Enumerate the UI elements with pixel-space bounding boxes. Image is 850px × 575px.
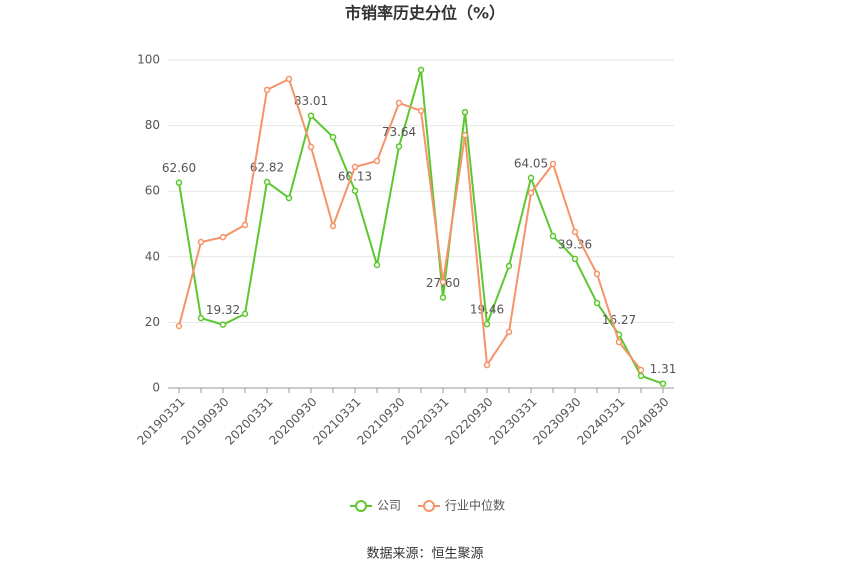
series-line [178, 77, 642, 371]
data-label: 39.36 [558, 237, 592, 251]
legend-label: 行业中位数 [445, 498, 505, 513]
data-label: 16.27 [602, 313, 636, 327]
data-label: 62.82 [250, 160, 284, 174]
y-tick-label: 0 [152, 381, 160, 395]
data-label: 19.46 [470, 303, 504, 317]
point [461, 108, 469, 116]
point [637, 372, 645, 380]
point [483, 320, 491, 328]
legend-marker [355, 500, 367, 512]
point [527, 174, 535, 182]
point [461, 131, 469, 139]
point [395, 99, 403, 107]
point [307, 112, 315, 119]
point [329, 222, 337, 230]
source: 数据来源：恒生聚源 [366, 547, 483, 562]
legend-marker [423, 500, 435, 512]
point [351, 187, 359, 195]
point [329, 133, 337, 141]
x-tick-label: 20240830 [619, 395, 672, 448]
point [197, 238, 205, 246]
point [241, 310, 249, 318]
point [373, 157, 381, 165]
point [351, 163, 359, 171]
point [637, 366, 645, 374]
point [505, 262, 513, 270]
point [175, 179, 183, 186]
y-tick-label: 100 [137, 53, 160, 67]
point [241, 221, 249, 229]
point [483, 361, 491, 369]
y-tick-label: 20 [145, 315, 160, 329]
point [263, 86, 271, 94]
point [307, 143, 315, 151]
data-label: 73.64 [382, 125, 416, 139]
chart-title: 市销率历史分位（%） [345, 4, 505, 23]
data-label: 60.13 [338, 169, 372, 183]
point [417, 66, 425, 74]
data-label: 83.01 [294, 94, 328, 108]
point [549, 160, 557, 168]
point [219, 321, 227, 328]
point [549, 232, 557, 240]
point [263, 178, 271, 186]
data-label: 64.05 [514, 156, 548, 170]
point [439, 294, 447, 301]
data-label: 62.60 [162, 161, 196, 175]
y-tick-label: 60 [145, 184, 160, 198]
point [175, 322, 183, 330]
data-label: 19.32 [206, 303, 240, 317]
y-tick-label: 80 [145, 118, 160, 132]
data-label: 1.31 [650, 362, 677, 376]
point [219, 233, 227, 241]
point [373, 261, 381, 269]
point [659, 380, 667, 387]
point [417, 107, 425, 115]
point [197, 314, 205, 322]
y-tick-label: 40 [145, 249, 160, 263]
point [615, 338, 623, 346]
point [285, 75, 293, 83]
point [395, 143, 403, 150]
point [285, 194, 293, 202]
point [593, 270, 601, 278]
point [571, 255, 579, 263]
point [571, 228, 579, 236]
legend-label: 公司 [377, 499, 401, 513]
point [593, 299, 601, 307]
point [439, 278, 447, 286]
point [505, 328, 513, 336]
point [527, 189, 535, 197]
